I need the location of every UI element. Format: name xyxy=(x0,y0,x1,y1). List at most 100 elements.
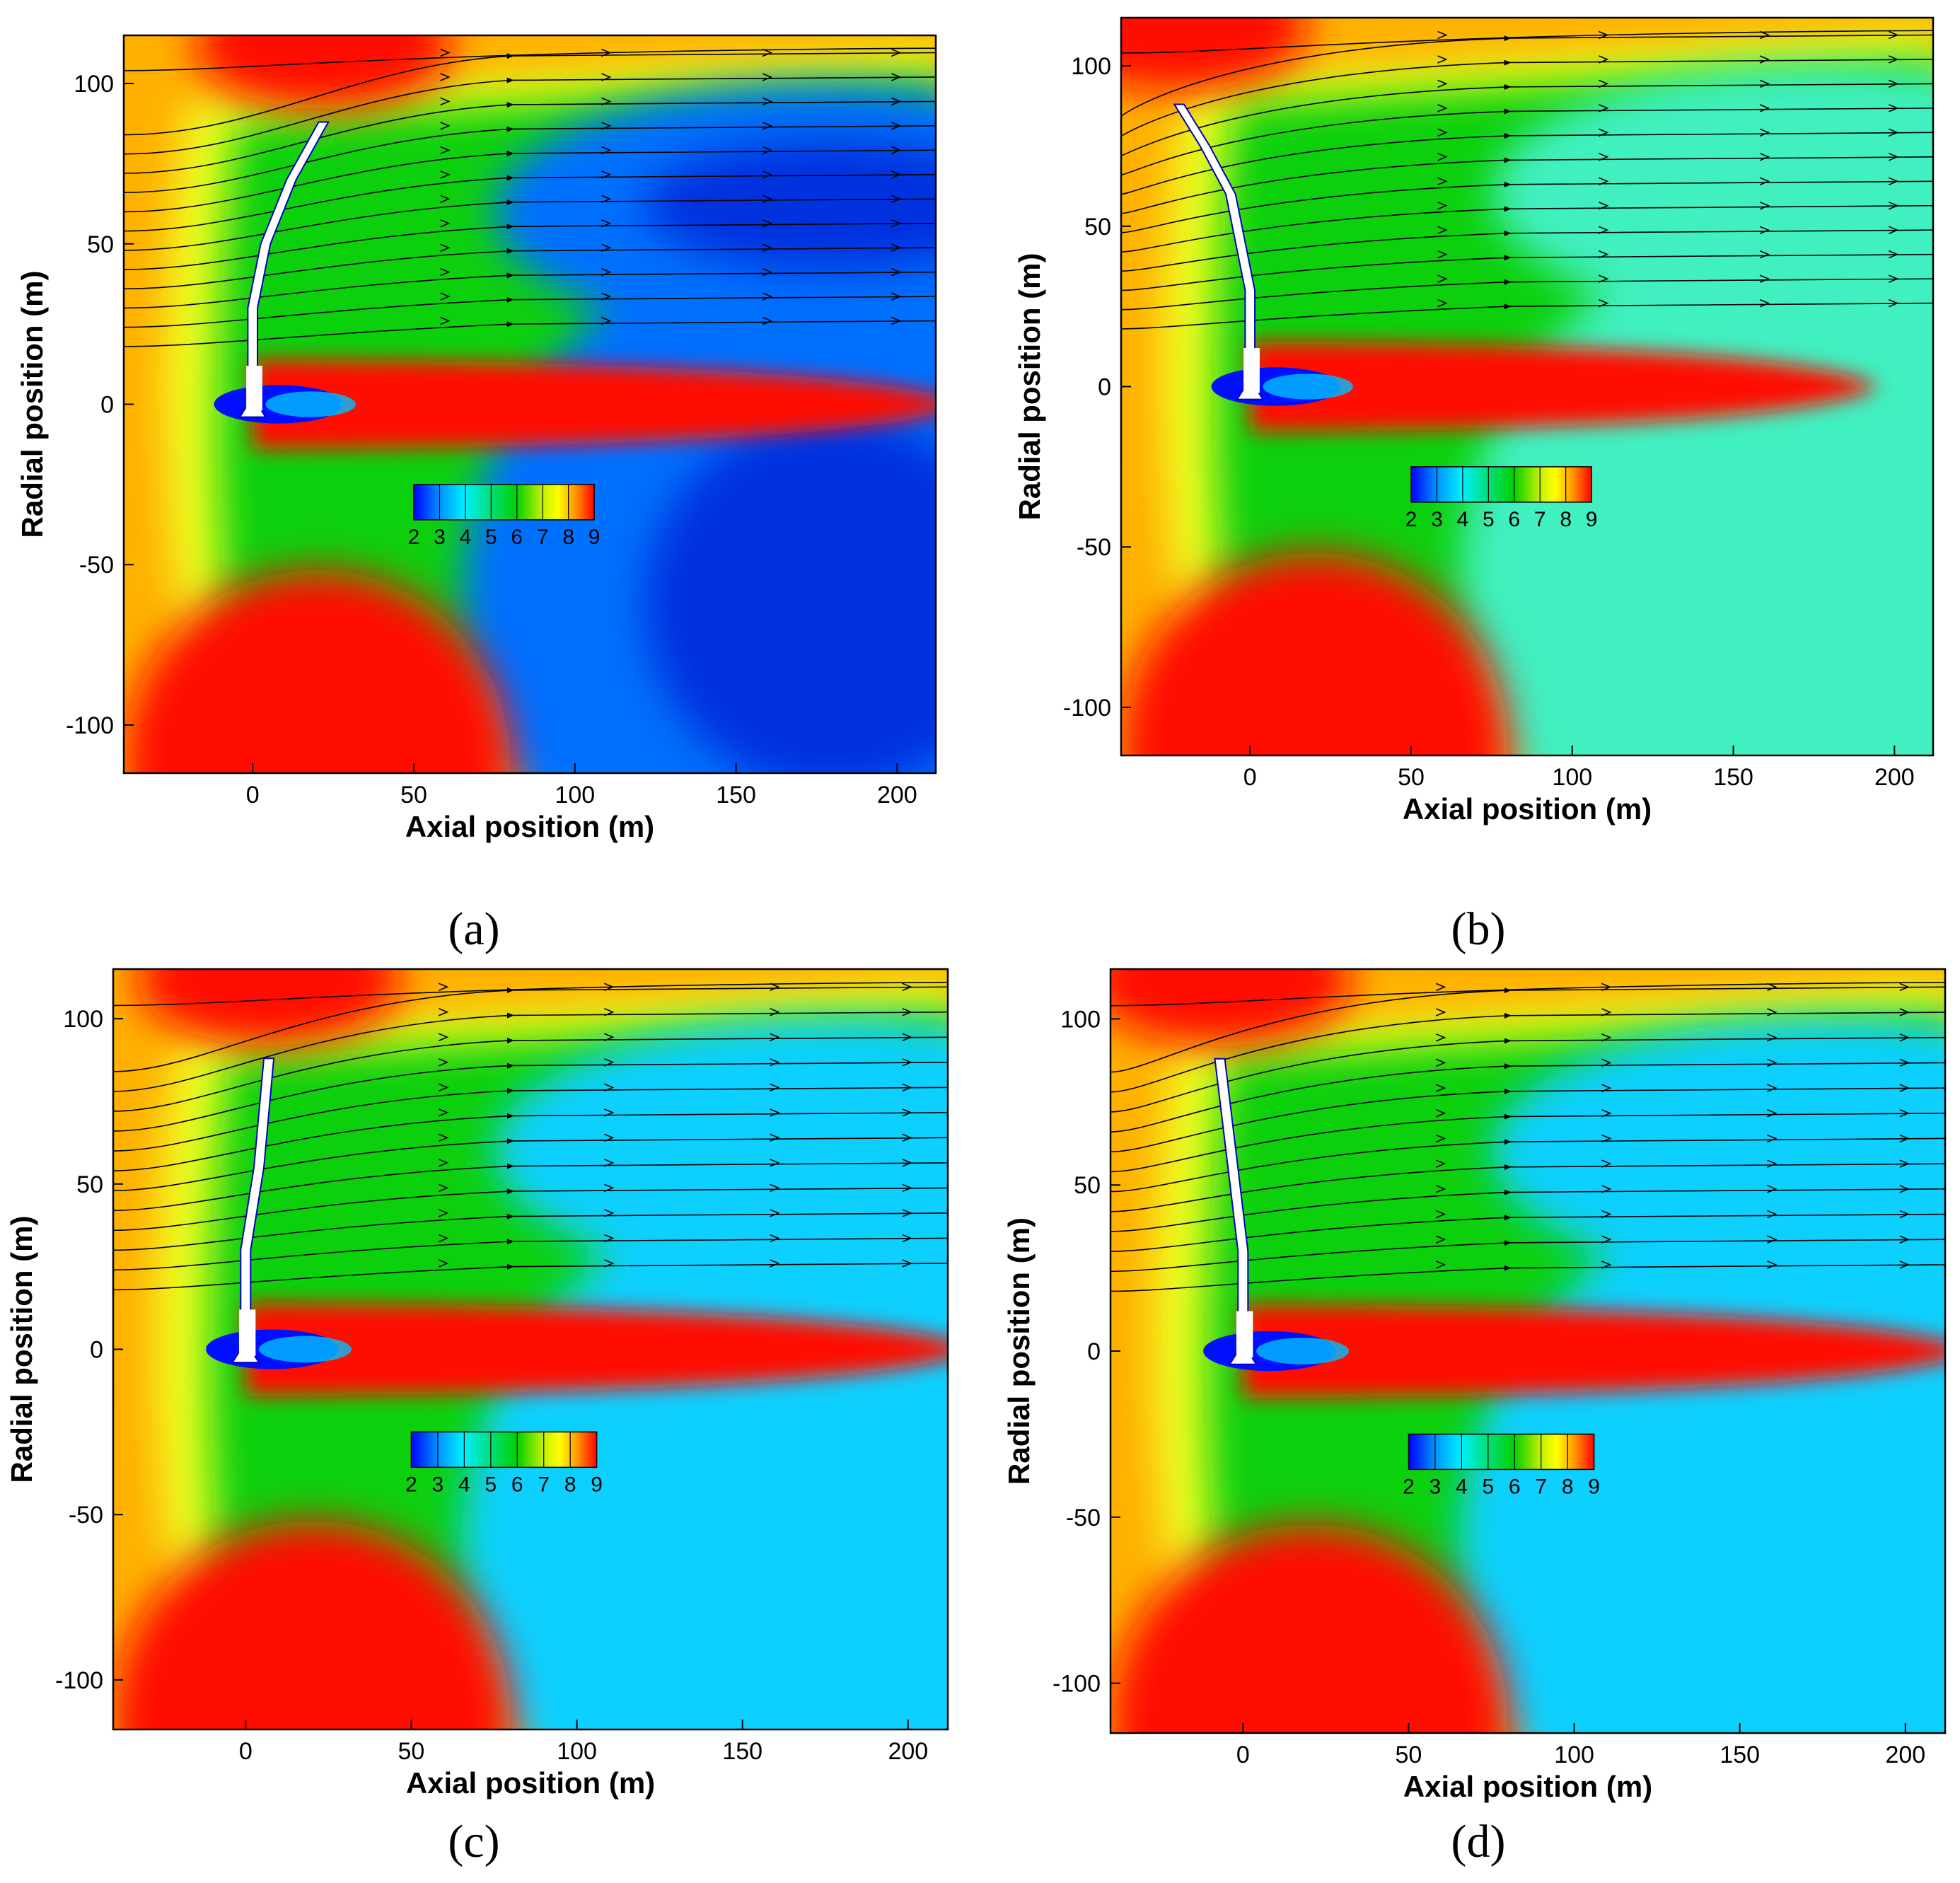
colorbar-tick-label: 5 xyxy=(1483,508,1495,531)
streamline xyxy=(124,174,936,232)
streamline-arrow xyxy=(1767,1058,1778,1067)
colorbar-tick-label: 5 xyxy=(1482,1475,1494,1498)
streamline xyxy=(113,981,948,1007)
streamline-arrow xyxy=(762,292,773,301)
y-tick-label: 100 xyxy=(63,1006,103,1033)
recirculation-fringe xyxy=(1256,1338,1350,1365)
streamline-arrow xyxy=(1435,1084,1446,1092)
x-tick-label: 50 xyxy=(1398,764,1425,791)
velocity-contour-field xyxy=(124,35,936,773)
streamline-arrow xyxy=(440,48,451,57)
streamline xyxy=(1121,34,1933,118)
streamline-arrow xyxy=(1759,226,1770,234)
streamline-arrow xyxy=(1435,1185,1446,1193)
streamline-arrow xyxy=(1759,153,1770,161)
streamline-arrow xyxy=(1435,1159,1446,1168)
streamline xyxy=(113,1237,948,1271)
streamline xyxy=(1111,1036,1945,1113)
streamline xyxy=(124,296,936,328)
streamline-arrow xyxy=(440,243,451,252)
streamline-arrow xyxy=(770,1108,780,1117)
colorbar-tick-label: 3 xyxy=(1430,1475,1442,1498)
nacelle xyxy=(238,1309,256,1356)
streamline-arrow xyxy=(604,1058,615,1067)
streamline-arrow xyxy=(762,122,773,130)
hub-jet xyxy=(1250,342,1879,431)
streamline-arrow xyxy=(1435,1008,1446,1016)
streamline-arrow xyxy=(438,1083,449,1092)
x-tick-label: 50 xyxy=(398,1738,425,1765)
streamline-arrow xyxy=(438,1159,449,1167)
streamline-arrow xyxy=(902,1209,912,1217)
streamline-arrow xyxy=(601,243,612,252)
x-tick-label: 50 xyxy=(400,782,427,809)
streamline-arrow xyxy=(770,1183,780,1193)
streamline-arrow xyxy=(902,1183,912,1193)
streamline-arrow xyxy=(1889,30,1899,40)
streamlines xyxy=(1111,981,1945,1292)
x-axis-title: Axial position (m) xyxy=(1403,792,1652,825)
y-tick-label: 50 xyxy=(1084,214,1111,241)
streamline-arrow xyxy=(770,1234,780,1243)
colorbar xyxy=(1408,1433,1595,1471)
streamline-arrow xyxy=(1899,983,1910,992)
streamline-arrow xyxy=(902,1083,912,1092)
streamline xyxy=(1111,981,1945,1007)
velocity-contour-field xyxy=(1121,18,1933,755)
streamline-arrow xyxy=(601,122,612,130)
streamline-arrow xyxy=(902,1108,912,1117)
recirculation-fringe xyxy=(1263,373,1353,400)
streamline xyxy=(113,1062,948,1132)
streamline-arrow xyxy=(1437,274,1448,283)
y-tick-label: -100 xyxy=(1053,1671,1101,1698)
colorbar-tick-label: 2 xyxy=(405,1473,417,1496)
colorbar-tick-label: 9 xyxy=(588,526,601,549)
y-axis-title: Radial position (m) xyxy=(16,271,49,538)
y-tick-label: 0 xyxy=(1087,1338,1101,1365)
streamline-arrow xyxy=(891,267,902,277)
x-tick-label: 200 xyxy=(888,1738,928,1765)
streamline-arrow xyxy=(1889,79,1899,88)
y-axis-title: Radial position (m) xyxy=(5,1216,38,1483)
streamline xyxy=(113,1112,948,1171)
streamline-arrow xyxy=(770,983,780,991)
tip-speedup-region xyxy=(195,35,453,110)
x-axis-title: Axial position (m) xyxy=(405,810,654,843)
streamline-arrow xyxy=(1767,1109,1778,1118)
streamline-arrow xyxy=(601,97,612,106)
streamline-arrow xyxy=(1767,1235,1778,1244)
streamline-arrow xyxy=(1435,983,1446,992)
streamline-arrow xyxy=(1599,79,1609,88)
streamline-arrow xyxy=(1767,1084,1778,1092)
streamline xyxy=(1111,1163,1945,1212)
upper-deficit-center xyxy=(639,134,936,277)
colorbar-tick-label: 6 xyxy=(511,526,523,549)
streamline-arrow xyxy=(604,1033,615,1042)
streamline-arrow xyxy=(1437,79,1448,88)
streamline-arrow xyxy=(1899,1261,1910,1269)
streamline-arrow xyxy=(604,1183,615,1193)
streamline-arrow xyxy=(601,219,612,228)
x-tick-label: 0 xyxy=(246,782,260,809)
lower-deficit-center xyxy=(639,410,936,773)
streamline-arrow xyxy=(1899,1084,1910,1092)
panel-label: (c) xyxy=(448,1816,499,1867)
streamline-arrow xyxy=(1601,1008,1612,1016)
streamline-arrow xyxy=(1899,1185,1910,1193)
streamline-arrow xyxy=(1759,299,1770,308)
colorbar-tick-label: 3 xyxy=(1431,508,1443,531)
x-axis-title: Axial position (m) xyxy=(1403,1770,1652,1803)
streamline-arrow xyxy=(1889,274,1899,283)
panel-label: (b) xyxy=(1451,903,1506,955)
streamline-arrow xyxy=(891,170,902,179)
colorbar-tick-label: 4 xyxy=(1456,1475,1468,1498)
colorbar xyxy=(410,1431,598,1468)
colorbar-tick-label: 4 xyxy=(460,526,472,549)
streamline-arrow xyxy=(440,122,451,130)
streamline-arrow xyxy=(604,1209,615,1217)
streamline-arrow xyxy=(902,1058,912,1067)
colorbar-tick-label: 3 xyxy=(432,1473,444,1496)
colorbar xyxy=(413,484,595,521)
streamline-arrow xyxy=(438,1234,449,1243)
